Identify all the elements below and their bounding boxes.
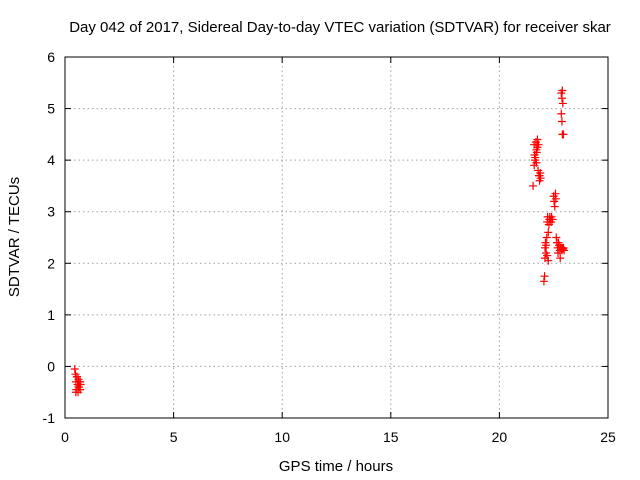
data-point bbox=[74, 383, 83, 392]
grid-lines bbox=[65, 57, 608, 418]
data-point bbox=[560, 246, 569, 255]
x-tick-label: 5 bbox=[170, 429, 178, 445]
data-point bbox=[552, 233, 561, 242]
data-point bbox=[542, 241, 551, 250]
data-point bbox=[543, 251, 552, 260]
data-point bbox=[539, 277, 548, 286]
data-point bbox=[550, 202, 559, 211]
y-tick-label: -1 bbox=[43, 410, 56, 426]
data-point bbox=[559, 130, 568, 139]
data-point bbox=[557, 109, 566, 118]
data-point bbox=[556, 254, 565, 263]
data-point bbox=[535, 171, 544, 180]
y-tick-label: 0 bbox=[47, 358, 55, 374]
data-point bbox=[533, 135, 542, 144]
y-tick-label: 3 bbox=[47, 204, 55, 220]
data-point bbox=[544, 228, 553, 237]
data-point bbox=[544, 256, 553, 265]
data-point bbox=[542, 233, 551, 242]
data-point bbox=[70, 365, 79, 374]
data-points bbox=[70, 86, 569, 397]
data-point bbox=[532, 158, 541, 167]
axis-ticks bbox=[64, 56, 609, 419]
data-point bbox=[533, 143, 542, 152]
x-tick-label: 25 bbox=[600, 429, 616, 445]
data-point bbox=[72, 372, 81, 381]
data-point bbox=[540, 272, 549, 281]
x-tick-label: 15 bbox=[383, 429, 399, 445]
y-tick-label: 6 bbox=[47, 49, 55, 65]
data-point bbox=[71, 388, 80, 397]
y-tick-label: 5 bbox=[47, 101, 55, 117]
chart-title: Day 042 of 2017, Sidereal Day-to-day VTE… bbox=[69, 19, 611, 36]
x-tick-label: 20 bbox=[492, 429, 508, 445]
plot-frame bbox=[64, 56, 609, 419]
tick-labels: 0 5 10 15 20 25 -1 0 1 2 3 4 5 6 bbox=[43, 49, 616, 445]
data-point bbox=[558, 244, 567, 253]
x-tick-label: 10 bbox=[274, 429, 290, 445]
data-point bbox=[532, 148, 541, 157]
x-tick-label: 0 bbox=[61, 429, 69, 445]
data-point bbox=[529, 181, 538, 190]
data-point bbox=[558, 86, 567, 95]
data-point bbox=[531, 153, 540, 162]
y-axis-label: SDTVAR / TECUs bbox=[6, 177, 23, 297]
y-tick-label: 1 bbox=[47, 307, 55, 323]
data-point bbox=[76, 377, 85, 386]
data-point bbox=[558, 99, 567, 108]
data-point bbox=[557, 117, 566, 126]
y-tick-label: 4 bbox=[47, 152, 55, 168]
data-point bbox=[551, 194, 560, 203]
data-point bbox=[557, 94, 566, 103]
data-point bbox=[548, 215, 557, 224]
x-axis-label: GPS time / hours bbox=[279, 458, 393, 475]
y-tick-label: 2 bbox=[47, 255, 55, 271]
